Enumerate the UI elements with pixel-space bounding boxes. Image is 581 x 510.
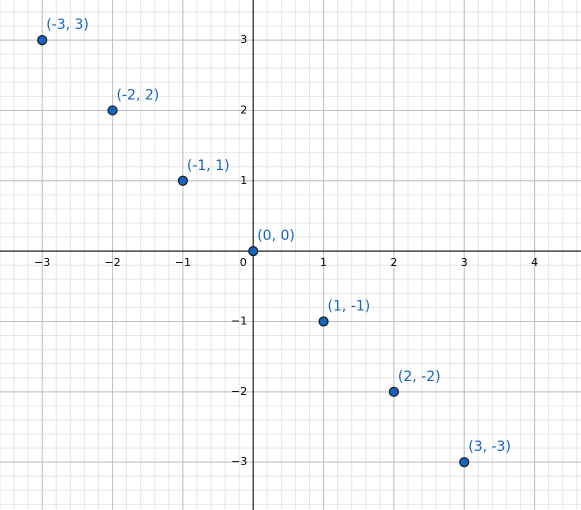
y-tick-label: −2 (231, 385, 247, 398)
x-tick-label: 2 (390, 256, 397, 269)
point-label: (3, -3) (468, 439, 511, 455)
point-label: (1, -1) (328, 298, 371, 314)
x-tick-label: −3 (34, 256, 50, 269)
point-label: (0, 0) (257, 228, 295, 244)
point (248, 246, 259, 257)
x-tick-label: 3 (461, 256, 468, 269)
point-label: (-3, 3) (46, 17, 89, 33)
point (177, 175, 188, 186)
x-tick-label: −2 (104, 256, 120, 269)
y-tick-label: 1 (240, 174, 247, 187)
point (37, 34, 48, 46)
x-tick-label: −1 (175, 256, 191, 269)
point-label: (-1, 1) (187, 158, 230, 174)
x-tick-label: 4 (531, 256, 538, 269)
point (107, 105, 118, 116)
y-tick-label: 3 (240, 33, 247, 46)
point (388, 386, 399, 397)
y-tick-label: −3 (231, 455, 247, 468)
point-label: (-2, 2) (117, 87, 160, 103)
y-tick-label: 2 (240, 103, 247, 116)
point-label: (2, -2) (398, 369, 441, 385)
x-tick-label: 1 (320, 256, 327, 269)
point (459, 457, 470, 468)
point (318, 316, 329, 327)
x-tick-label: 0 (240, 256, 247, 269)
y-tick-label: −1 (231, 314, 247, 327)
